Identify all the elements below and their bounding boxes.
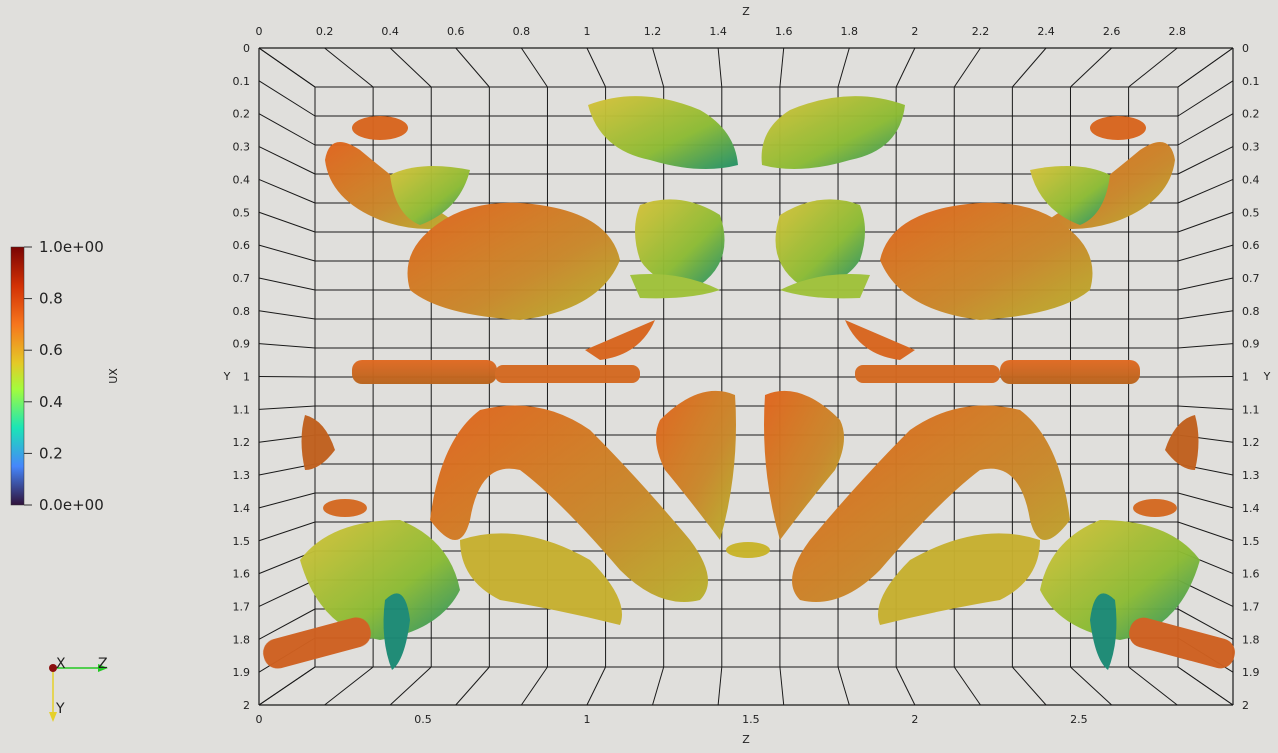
bottom-tick-label: 1.5 [742, 713, 760, 726]
color-legend: 1.0e+00 0.8 0.6 0.4 0.2 0.0e+00 UX [10, 238, 120, 514]
top-tick-label: 0.6 [447, 25, 465, 38]
orientation-x-label: X [56, 656, 66, 672]
left-tick-label: 1.6 [233, 568, 251, 581]
top-tick-label: 0.8 [513, 25, 531, 38]
colorbar-label: 1.0e+00 [39, 238, 104, 256]
top-tick-label: 0.2 [316, 25, 334, 38]
left-tick-label: 1.2 [233, 436, 251, 449]
bottom-tick-label: 2.5 [1070, 713, 1088, 726]
right-tick-label: 1.3 [1242, 469, 1260, 482]
right-tick-label: 1.1 [1242, 403, 1260, 416]
right-tick-label: 1.6 [1242, 568, 1260, 581]
top-tick-label: 2 [911, 25, 918, 38]
bottom-tick-label: 1 [583, 713, 590, 726]
top-tick-label: 2.2 [972, 25, 990, 38]
right-tick-label: 0.7 [1242, 272, 1260, 285]
left-tick-label: 0.8 [233, 305, 251, 318]
left-axis-title: Y [223, 370, 231, 383]
isosurface-render [263, 96, 1235, 670]
left-tick-label: 0 [243, 42, 250, 55]
orientation-y-label: Y [55, 701, 65, 717]
right-tick-label: 0.5 [1242, 206, 1260, 219]
right-tick-label: 0.9 [1242, 338, 1260, 351]
left-tick-label: 1.9 [233, 666, 251, 679]
right-tick-label: 1.5 [1242, 535, 1260, 548]
right-tick-label: 1.8 [1242, 633, 1260, 646]
left-tick-label: 0.5 [233, 206, 251, 219]
right-tick-label: 0.6 [1242, 239, 1260, 252]
bottom-tick-label: 0 [256, 713, 263, 726]
left-tick-label: 0.9 [233, 338, 251, 351]
right-tick-label: 0.4 [1242, 173, 1260, 186]
right-tick-label: 0.1 [1242, 75, 1260, 88]
left-tick-label: 1.3 [233, 469, 251, 482]
orientation-z-label: Z [98, 656, 108, 672]
top-tick-label: 1.4 [709, 25, 727, 38]
top-tick-label: 1.8 [841, 25, 859, 38]
top-tick-label: 1.6 [775, 25, 793, 38]
top-tick-label: 1.2 [644, 25, 662, 38]
right-axis-title: Y [1263, 370, 1271, 383]
colorbar-title: UX [107, 368, 120, 384]
colorbar-label: 0.6 [39, 341, 63, 359]
top-tick-label: 0.4 [381, 25, 399, 38]
bottom-axis-title: Z [742, 733, 750, 746]
left-tick-label: 1 [243, 371, 250, 384]
axis-tick-labels: 0 0.2 0.4 0.6 0.8 1 1.2 1.4 1.6 1.8 2 2.2 2.4 2.6 2.8 0… [223, 5, 1271, 746]
top-axis-title: Z [742, 5, 750, 18]
left-tick-label: 0.2 [233, 108, 251, 121]
top-tick-label: 2.6 [1103, 25, 1121, 38]
left-tick-label: 0.6 [233, 239, 251, 252]
right-tick-label: 1.7 [1242, 600, 1260, 613]
left-tick-label: 1.5 [233, 535, 251, 548]
left-tick-label: 0.7 [233, 272, 251, 285]
left-tick-label: 0.4 [233, 173, 251, 186]
colorbar-label: 0.4 [39, 393, 63, 411]
right-tick-label: 2 [1242, 699, 1249, 712]
top-tick-label: 0 [256, 25, 263, 38]
right-tick-label: 1.9 [1242, 666, 1260, 679]
colorbar-label: 0.8 [39, 290, 63, 308]
left-tick-label: 1.4 [233, 502, 251, 515]
left-tick-label: 2 [243, 699, 250, 712]
left-tick-label: 1.1 [233, 403, 251, 416]
orientation-axes-widget: X Z Y [49, 656, 108, 722]
right-tick-label: 1.4 [1242, 502, 1260, 515]
colorbar-label: 0.2 [39, 444, 63, 462]
colorbar-gradient [10, 246, 25, 506]
right-tick-label: 0.8 [1242, 305, 1260, 318]
left-tick-label: 0.1 [233, 75, 251, 88]
left-tick-label: 0.3 [233, 141, 251, 154]
right-tick-label: 1.2 [1242, 436, 1260, 449]
right-tick-label: 0 [1242, 42, 1249, 55]
top-tick-label: 1 [583, 25, 590, 38]
top-tick-label: 2.4 [1037, 25, 1055, 38]
bottom-tick-label: 0.5 [414, 713, 432, 726]
colorbar-label: 0.0e+00 [39, 496, 104, 514]
top-tick-label: 2.8 [1168, 25, 1186, 38]
left-tick-label: 1.7 [233, 600, 251, 613]
right-tick-label: 0.3 [1242, 141, 1260, 154]
right-tick-label: 1 [1242, 371, 1249, 384]
left-tick-label: 1.8 [233, 633, 251, 646]
right-tick-label: 0.2 [1242, 108, 1260, 121]
bottom-tick-label: 2 [911, 713, 918, 726]
